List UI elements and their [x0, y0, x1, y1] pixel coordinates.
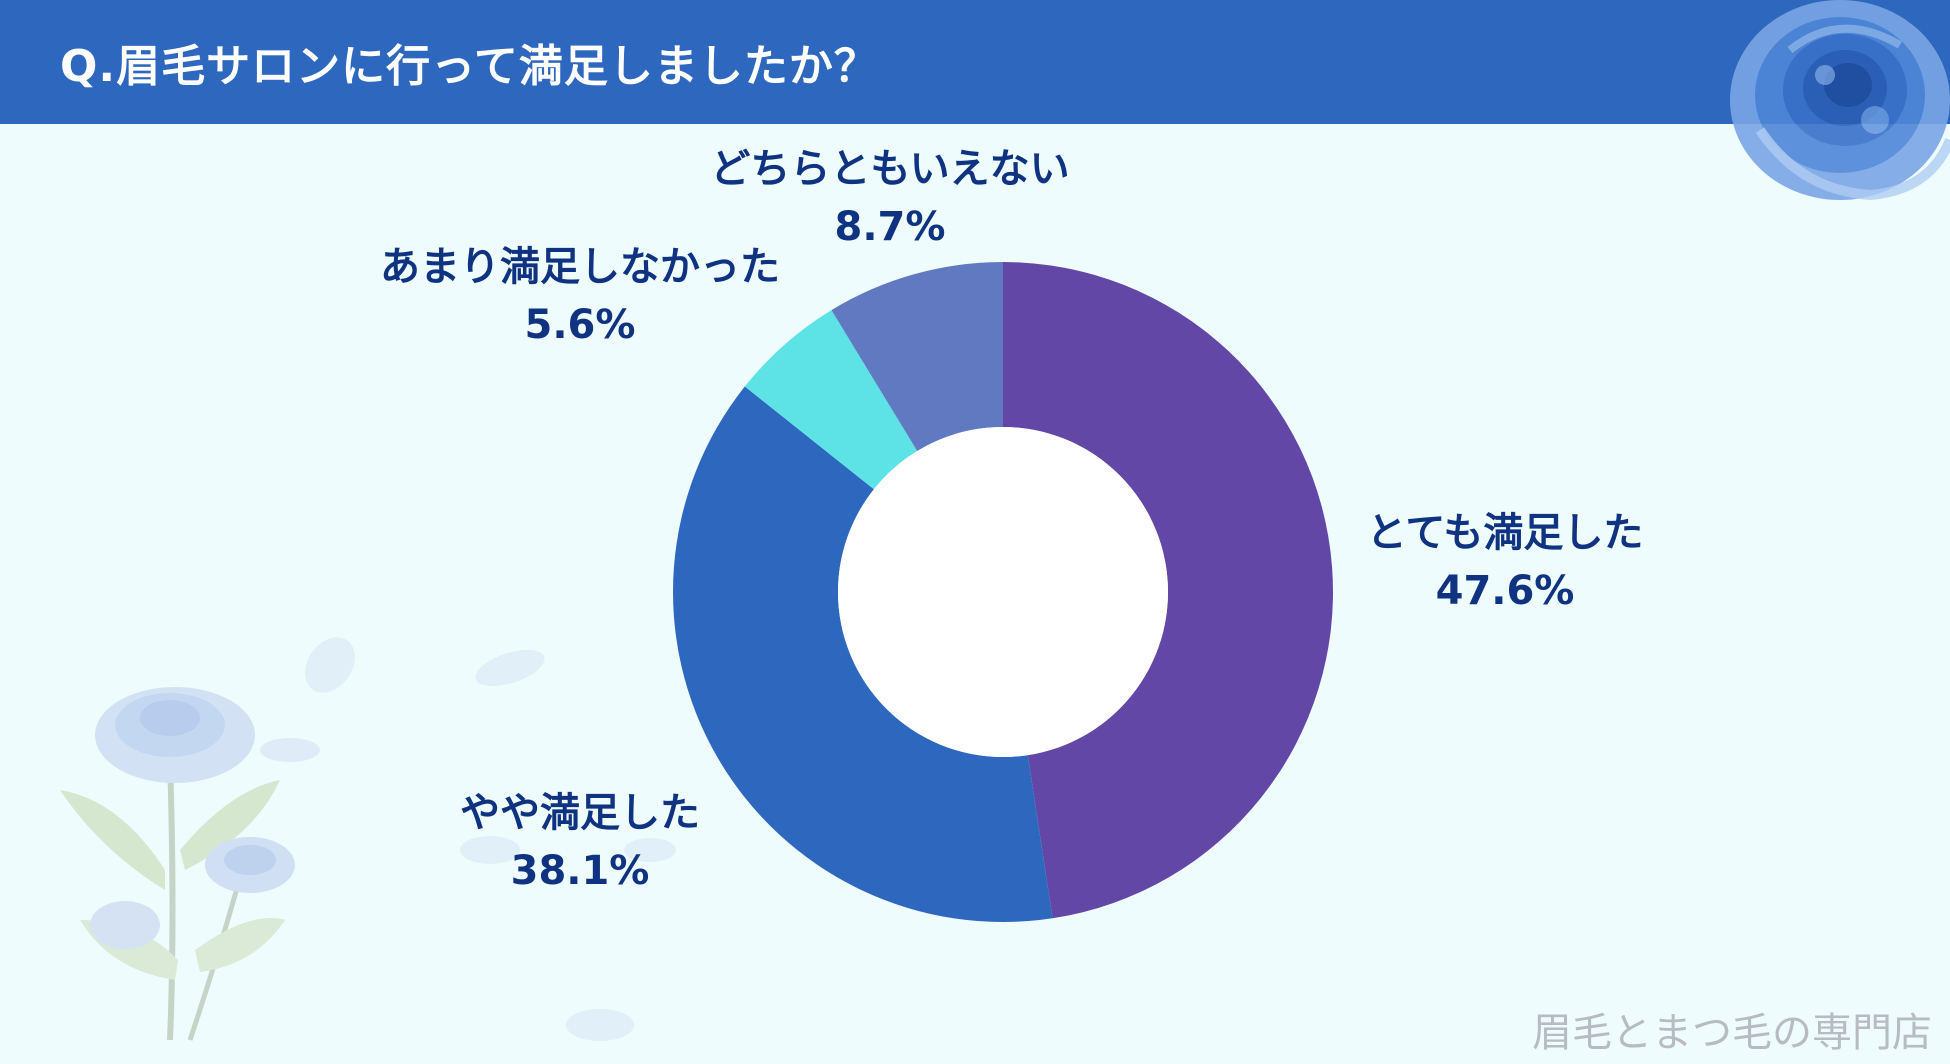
- watermark-text: 眉毛とまつ毛の専門店: [1532, 1010, 1932, 1056]
- slice-name: とても満足した: [1366, 510, 1644, 556]
- page-title: Q.眉毛サロンに行って満足しましたか？: [60, 41, 879, 92]
- slice-name: どちらともいえない: [710, 146, 1070, 192]
- slice-percent: 38.1%: [510, 848, 650, 894]
- slice-label-somewhat-satisfied: やや満足した 38.1%: [430, 784, 730, 900]
- slice-label-not-very-satisfied: あまり満足しなかった 5.6%: [330, 238, 830, 354]
- rose-illustration-top: [1730, 0, 1950, 201]
- slice-neutral: [831, 262, 1003, 452]
- slice-percent: 8.7%: [834, 204, 946, 250]
- donut-hole: [838, 427, 1168, 757]
- rose-illustration-bottom: [60, 687, 320, 1041]
- slice-name: あまり満足しなかった: [380, 244, 780, 290]
- slice-percent: 5.6%: [524, 302, 636, 348]
- title-bar: Q.眉毛サロンに行って満足しましたか？: [0, 0, 1950, 124]
- slice-very-satisfied: [1003, 262, 1333, 919]
- slice-label-very-satisfied: とても満足した 47.6%: [1355, 504, 1655, 620]
- slice-label-neutral: どちらともいえない 8.7%: [660, 140, 1120, 256]
- slice-somewhat-satisfied: [672, 386, 1053, 922]
- slice-percent: 47.6%: [1435, 568, 1575, 614]
- slice-name: やや満足した: [460, 790, 700, 836]
- slice-not-very-satisfied: [744, 310, 918, 490]
